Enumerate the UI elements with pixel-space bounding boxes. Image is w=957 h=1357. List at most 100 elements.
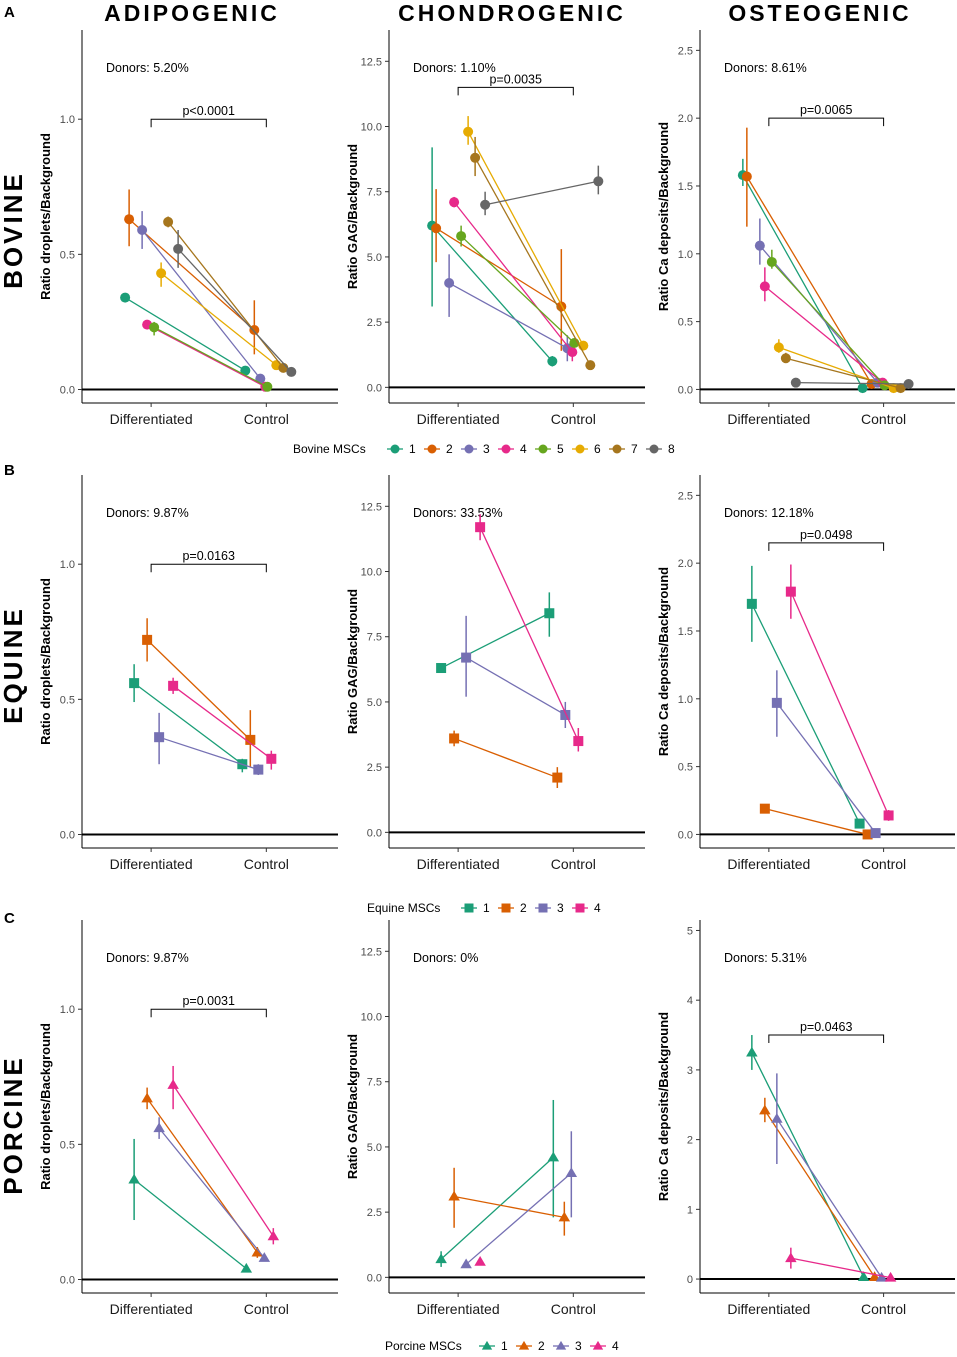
series-7 [163, 216, 289, 373]
y-axis-label: Ratio GAG/Background [345, 1034, 360, 1179]
p-value-label: p<0.0001 [182, 104, 235, 118]
donors-annotation: Donors: 9.87% [106, 951, 189, 965]
donors-annotation: Donors: 5.31% [724, 951, 807, 965]
panel-bovine-adipogenic: 0.0 0.5 1.0 Differentiated Control Ratio drop… [38, 30, 338, 427]
x-tick-label: Control [244, 411, 289, 427]
y-tick-label: 2.5 [367, 1207, 382, 1219]
data-point [480, 199, 491, 210]
y-tick-label: 2.0 [678, 113, 693, 125]
y-tick-label: 1.5 [678, 181, 693, 193]
data-point [773, 342, 784, 353]
data-point [141, 1092, 153, 1103]
data-point [286, 366, 297, 377]
data-point [868, 1271, 881, 1281]
y-tick-label: 5 [687, 925, 693, 937]
series-line [167, 221, 284, 369]
series-3 [460, 1131, 578, 1269]
data-point [149, 322, 160, 333]
legend-key-marker [481, 1340, 493, 1350]
data-point [558, 1211, 571, 1222]
series-1 [746, 1035, 870, 1281]
series-4 [475, 514, 584, 752]
row-label-bovine: BOVINE [0, 171, 28, 289]
data-point [884, 1271, 897, 1282]
series-line [431, 225, 553, 362]
y-tick-label: 1.0 [60, 1004, 75, 1016]
row-label-equine: EQUINE [0, 606, 28, 724]
series-3 [771, 670, 881, 839]
series-4 [785, 1247, 897, 1282]
panel-letter-c: C [4, 910, 15, 927]
x-tick-label: Control [861, 411, 906, 427]
series-line [440, 1156, 554, 1260]
legend-item-label: 2 [538, 1339, 545, 1353]
x-tick-label: Differentiated [110, 411, 193, 427]
p-value-label: p=0.0463 [800, 1020, 853, 1034]
p-value-label: p=0.0498 [800, 528, 853, 542]
series-3 [154, 712, 264, 776]
data-point [173, 243, 184, 254]
x-tick-label: Differentiated [727, 411, 810, 427]
data-point [870, 828, 881, 839]
data-point [790, 377, 801, 388]
data-point [883, 810, 894, 821]
data-point [167, 1079, 179, 1089]
data-point [552, 772, 563, 783]
p-value-label: p=0.0035 [489, 72, 542, 86]
data-point [448, 1190, 460, 1201]
panel-bovine-chondrogenic: 0.0 2.5 5.0 7.5 10.0 12.5 Differentiated Contro… [345, 30, 645, 427]
data-point [240, 1262, 253, 1273]
y-tick-label: 0.5 [60, 1139, 75, 1151]
data-point [137, 225, 148, 236]
data-point [156, 268, 167, 279]
panel-porcine-osteogenic: 0 1 2 3 4 5 Differentiated Control Ratio Ca depo… [656, 920, 955, 1317]
series-4 [759, 267, 888, 388]
significance-bracket [768, 1034, 885, 1044]
data-point [544, 608, 555, 619]
data-point [771, 697, 782, 708]
legend-item-label: 1 [501, 1339, 508, 1353]
panel-equine-osteogenic: 0.0 0.5 1.0 1.5 2.0 2.5 Differentiated Control R… [656, 475, 955, 872]
series-3 [771, 1073, 888, 1282]
data-point [857, 1271, 870, 1281]
y-tick-label: 2.5 [367, 317, 382, 329]
series-4 [785, 564, 894, 821]
legend-item-label: 8 [668, 442, 675, 456]
series-line [146, 324, 266, 388]
series-1 [746, 565, 865, 829]
series-8 [790, 377, 914, 390]
y-tick-label: 5.0 [367, 697, 382, 709]
data-point [435, 1253, 447, 1264]
series-line [124, 297, 246, 372]
y-tick-label: 0.5 [678, 317, 693, 329]
x-tick-label: Control [551, 1301, 596, 1317]
y-tick-label: 0.0 [678, 384, 693, 396]
donors-annotation: Donors: 12.18% [724, 506, 814, 520]
legend-key-marker [592, 1340, 604, 1350]
data-point [436, 663, 447, 674]
data-point [129, 678, 140, 689]
data-point [895, 383, 906, 394]
x-tick-label: Differentiated [727, 856, 810, 872]
x-tick-label: Differentiated [110, 1301, 193, 1317]
series-1 [436, 592, 555, 674]
y-tick-label: 3 [687, 1065, 693, 1077]
column-title-osteogenic: OSTEOGENIC [728, 0, 911, 26]
data-point [251, 1246, 264, 1257]
legend-item-label: 2 [520, 901, 527, 915]
x-tick-label: Control [861, 856, 906, 872]
series-4 [167, 1065, 280, 1245]
y-tick-label: 0.0 [367, 827, 382, 839]
data-point [142, 634, 153, 645]
y-tick-label: 12.5 [361, 946, 382, 958]
data-point [903, 379, 914, 390]
x-tick-label: Control [551, 856, 596, 872]
data-point [449, 733, 460, 744]
chart-panels: 0.0 0.5 1.0 Differentiated Control Ratio drop… [38, 30, 955, 1317]
legend-key-marker [612, 444, 622, 454]
data-point [245, 734, 256, 745]
data-point [456, 231, 467, 242]
series-1 [435, 1099, 560, 1267]
legend-key-marker [390, 444, 400, 454]
y-axis-label: Ratio droplets/Background [38, 1023, 53, 1190]
